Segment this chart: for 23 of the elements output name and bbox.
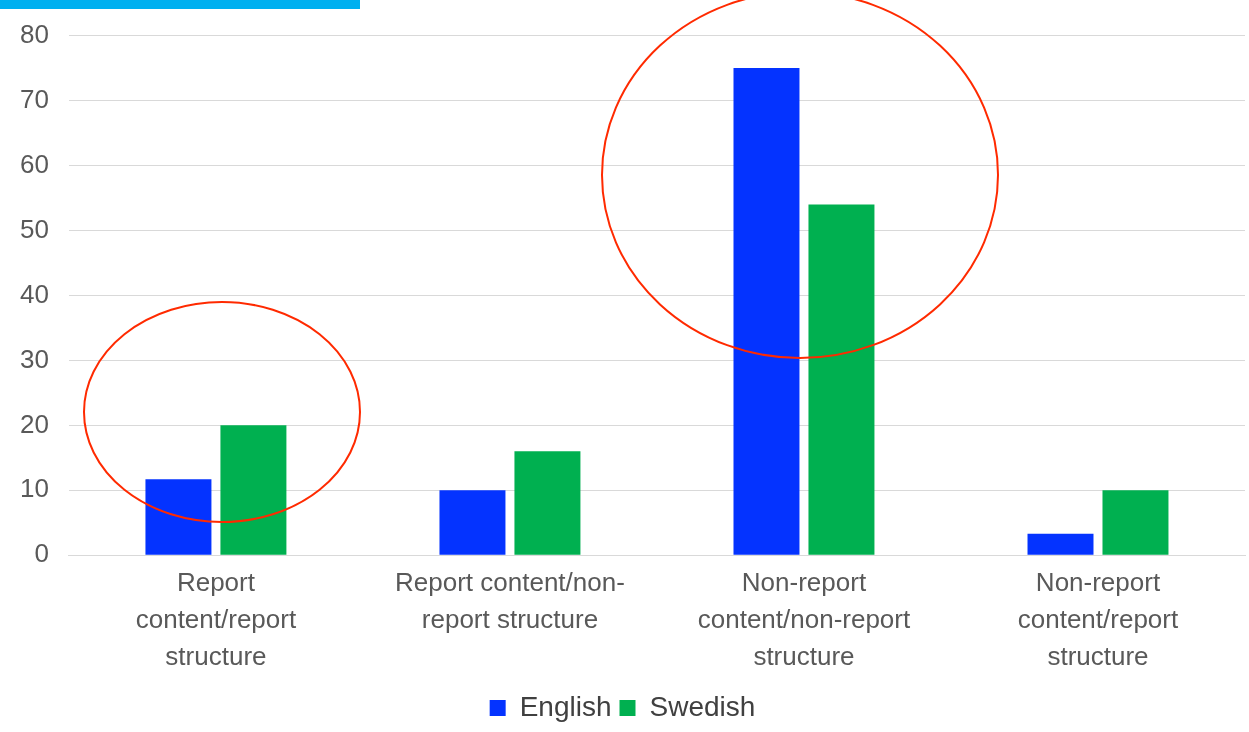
bar	[514, 451, 581, 555]
bar	[145, 479, 212, 555]
bar	[220, 425, 287, 555]
y-tick-label: 0	[34, 538, 49, 569]
y-tick-label: 20	[20, 408, 49, 439]
bar	[733, 68, 800, 555]
legend-label: English	[519, 690, 612, 722]
bar	[808, 204, 875, 555]
y-tick-label: 80	[20, 18, 49, 49]
y-tick-label: 70	[20, 83, 49, 114]
y-tick-label: 40	[20, 278, 49, 309]
y-tick-label: 50	[20, 213, 49, 244]
bar	[1102, 490, 1169, 555]
y-tick-label: 10	[20, 473, 49, 504]
y-tick-label: 60	[20, 148, 49, 179]
y-tick-label: 30	[20, 343, 49, 374]
x-tick-label: Non-report content/report structure	[1017, 566, 1179, 671]
x-tick-label: Report content/report structure	[135, 566, 297, 671]
legend-label: Swedish	[649, 690, 756, 722]
bar	[1027, 533, 1094, 555]
x-tick-label: Report content/non-report structure	[395, 566, 625, 634]
x-tick-label: Non-report content/non-report structure	[697, 566, 911, 671]
bar	[439, 490, 506, 555]
